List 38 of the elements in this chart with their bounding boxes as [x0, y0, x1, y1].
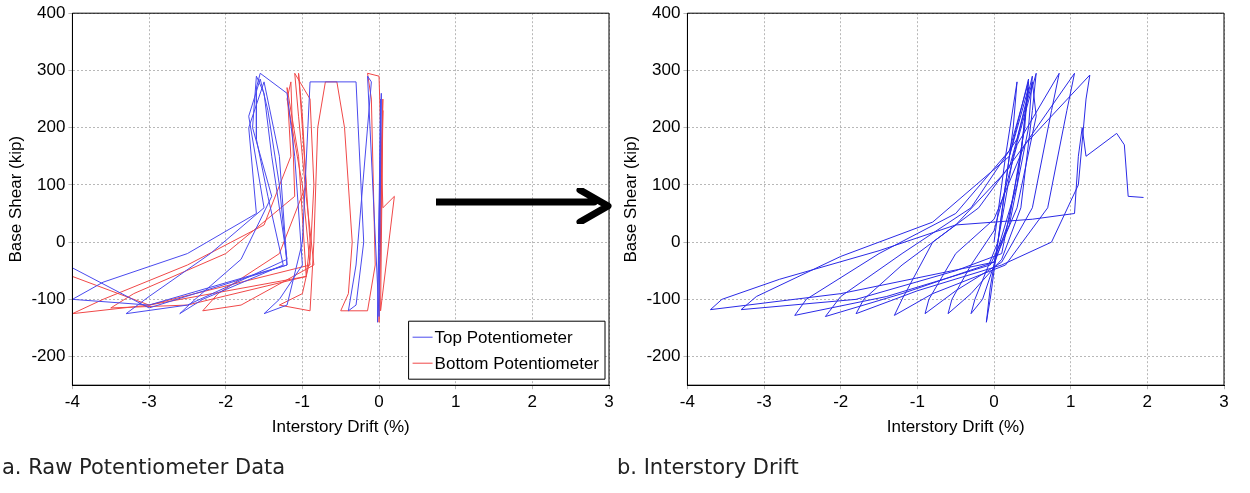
y-tick-label: 100	[652, 174, 681, 194]
x-tick-label: -2	[833, 392, 849, 412]
x-tick-label: 1	[450, 392, 461, 412]
x-tick-label: -3	[756, 392, 772, 412]
legend-label: Top Potentiometer	[434, 327, 573, 347]
x-tick-label: 1	[1065, 392, 1076, 412]
y-tick-label: 100	[37, 174, 66, 194]
y-tick-label: -100	[31, 289, 66, 309]
y-tick-label: 200	[652, 117, 681, 137]
x-tick-label: -4	[64, 392, 80, 412]
y-tick-label: -200	[646, 346, 681, 366]
y-tick-label: 0	[55, 231, 66, 251]
x-tick-label: -4	[679, 392, 695, 412]
x-tick-label: 0	[374, 392, 384, 412]
y-tick-label: 0	[670, 231, 681, 251]
y-axis-title: Base Shear (kip)	[5, 135, 25, 263]
y-tick-label: -100	[646, 289, 681, 309]
y-tick-label: 200	[37, 117, 66, 137]
x-tick-label: -2	[218, 392, 234, 412]
y-tick-label: -200	[31, 346, 66, 366]
y-axis-title: Base Shear (kip)	[620, 135, 640, 263]
x-tick-label: 3	[1219, 392, 1229, 412]
x-axis-title: Interstory Drift (%)	[886, 417, 1025, 437]
x-tick-label: -1	[294, 392, 310, 412]
x-tick-label: 3	[604, 392, 614, 412]
x-tick-label: 2	[527, 392, 538, 412]
y-tick-label: 400	[652, 2, 681, 22]
text: a. Raw Potentiometer Data	[2, 455, 286, 479]
legend-label: Bottom Potentiometer	[434, 353, 600, 373]
y-tick-label: 300	[37, 60, 66, 80]
x-tick-label: 0	[989, 392, 999, 412]
x-tick-label: 2	[1142, 392, 1153, 412]
x-tick-label: -3	[141, 392, 157, 412]
x-tick-label: -1	[909, 392, 925, 412]
y-tick-label: 400	[37, 2, 66, 22]
text: b. Interstory Drift	[617, 455, 799, 479]
y-tick-label: 300	[652, 60, 681, 80]
x-axis-title: Interstory Drift (%)	[271, 417, 410, 437]
